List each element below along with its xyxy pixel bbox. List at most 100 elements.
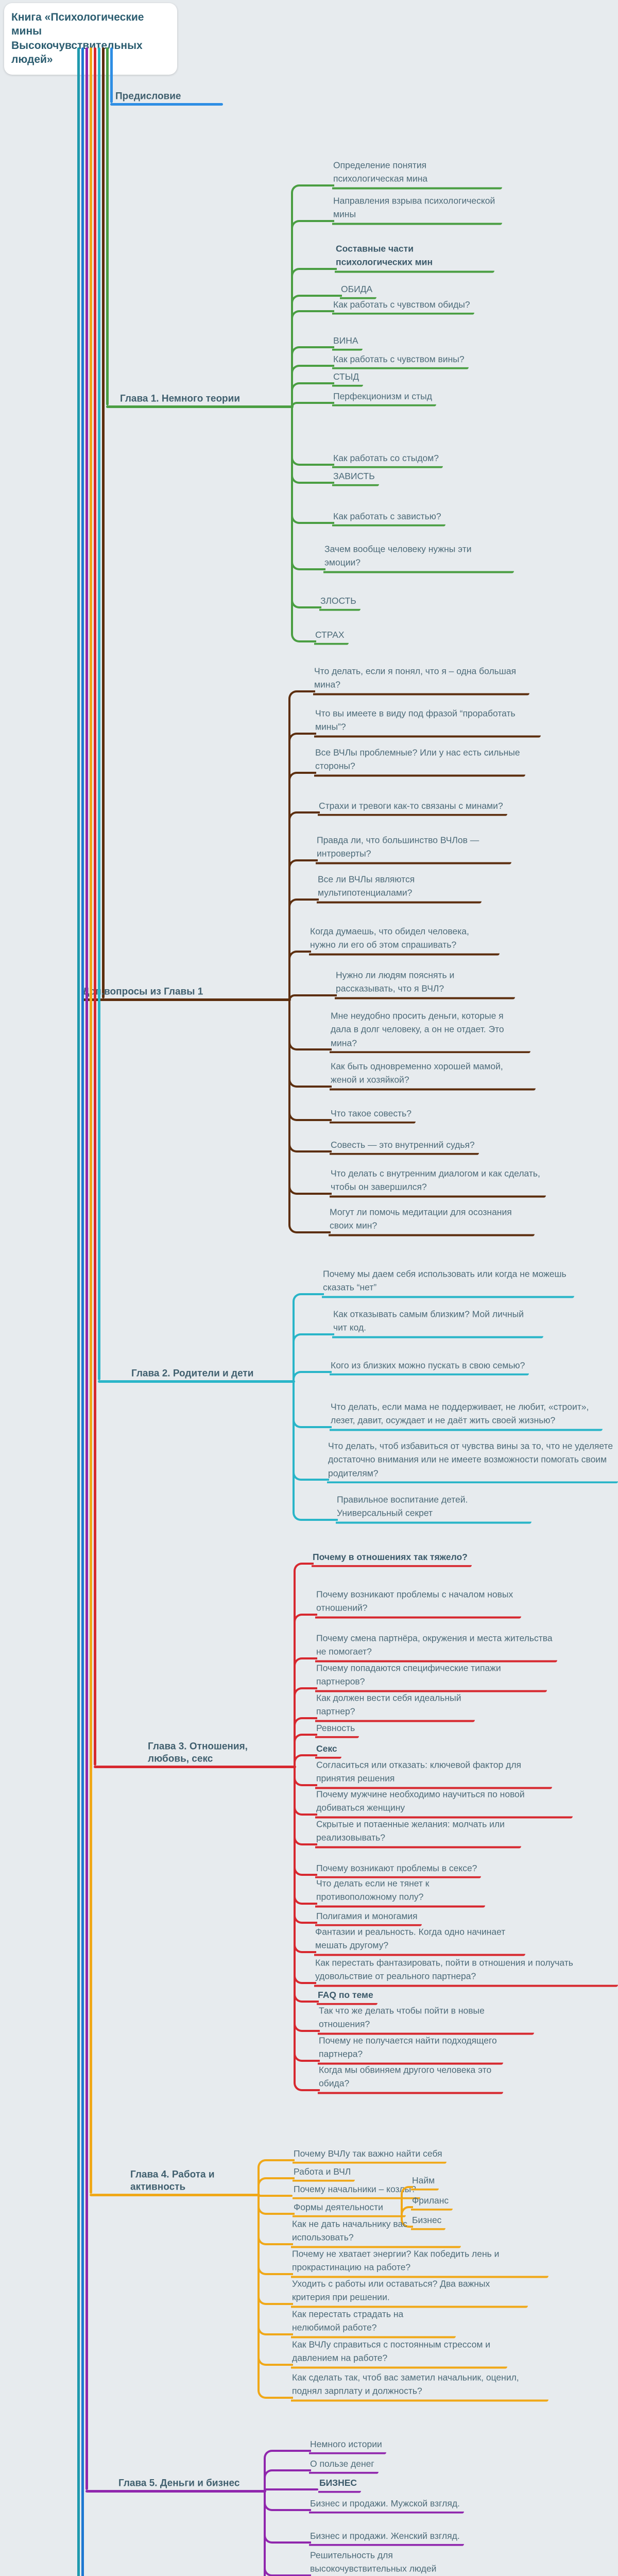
topic-node[interactable]: Что делать с внутренним диалогом и как с… [330,1167,546,1197]
topic-node[interactable]: Почему смена партнёра, окружения и места… [315,1632,557,1662]
topic-node[interactable]: Как перестать фантазировать, пойти в отн… [314,1956,618,1987]
topic-node[interactable]: Как отказывать самым близким? Мой личный… [332,1308,543,1338]
topic-node[interactable]: Как сделать так, чтоб вас заметил началь… [291,2371,548,2401]
topic-label: СТРАХ [314,628,349,645]
topic-node[interactable]: БИЗНЕС [318,2476,362,2493]
topic-node[interactable]: Почему попадаются специфические типажи п… [315,1662,547,1692]
topic-node[interactable]: Немного истории [309,2437,386,2454]
topic-node[interactable]: Согласиться или отказать: ключевой факто… [315,1758,552,1789]
branch-underline [106,405,294,408]
topic-label: Совесть — это внутренний судья? [330,1138,479,1155]
topic-node[interactable]: Совесть — это внутренний судья? [330,1138,479,1155]
branch-label[interactable]: Глава 4. Работа и активность [130,2169,215,2193]
topic-node[interactable]: Когда думаешь, что обидел человека, нужн… [309,925,500,955]
topic-node[interactable]: Как работать со стыдом? [332,451,443,468]
topic-node[interactable]: Бизнес и продажи. Мужской взгляд. [309,2497,464,2514]
topic-label: Бизнес и продажи. Женский взгляд. [309,2529,464,2546]
topic-node[interactable]: Что делать если не тянет к противоположн… [315,1877,485,1907]
topic-node[interactable]: Составные части психологических мин [335,242,494,273]
topic-node[interactable]: Направления взрыва психологической мины [332,194,502,225]
topic-node[interactable]: Почему в отношениях так тяжело? [312,1550,472,1567]
topic-label: Почему ВЧЛу так важно найти себя [293,2147,447,2164]
topic-label: Что вы имеете в виду под фразой “прорабо… [314,707,541,737]
subtopic-node[interactable]: Фриланс [411,2194,453,2211]
topic-node[interactable]: Почему возникают проблемы с началом новы… [315,1588,521,1618]
topic-node[interactable]: Почему ВЧЛу так важно найти себя [293,2147,447,2164]
topic-node[interactable]: Скрытые и потаенные желания: молчать или… [315,1818,521,1848]
topic-node[interactable]: Работа и ВЧЛ [293,2165,355,2182]
topic-node[interactable]: Мне неудобно просить деньги, которые я д… [330,1009,530,1053]
topic-node[interactable]: Зачем вообще человеку нужны эти эмоции? [323,543,514,573]
topic-node[interactable]: Что делать, если мама не поддерживает, н… [330,1400,603,1431]
trunk-line [94,47,96,1766]
topic-label: Почему не получается найти подходящего п… [318,2034,503,2064]
topic-node[interactable]: Нужно ли людям пояснять и рассказывать, … [335,969,515,999]
topic-node[interactable]: СТРАХ [314,628,349,645]
connector-line [258,2159,295,2196]
topic-label: Составные части психологических мин [335,242,494,273]
topic-node[interactable]: Так что же делать чтобы пойти в новые от… [318,2004,534,2035]
branch-label[interactable]: Глава 2. Родители и дети [131,1368,254,1379]
topic-node[interactable]: СТЫД [332,370,364,387]
topic-node[interactable]: Когда мы обвиняем другого человека это о… [318,2063,503,2094]
topic-node[interactable]: Бизнес и продажи. Женский взгляд. [309,2529,464,2546]
topic-node[interactable]: Уходить с работы или оставаться? Два важ… [291,2277,528,2308]
topic-label: Как работать с завистью? [332,510,445,527]
topic-node[interactable]: Как не дать начальнику вас использовать? [291,2217,461,2248]
topic-node[interactable]: Правильное воспитание детей. Универсальн… [336,1493,531,1523]
topic-node[interactable]: ОБИДА [340,282,377,299]
topic-node[interactable]: Как работать с чувством вины? [332,352,469,369]
topic-node[interactable]: Правда ли, что большинство ВЧЛов — интро… [316,834,511,864]
topic-label: ЗАВИСТЬ [332,469,379,486]
topic-node[interactable]: ЗАВИСТЬ [332,469,379,486]
connector-line [258,2177,295,2196]
topic-label: Почему мужчине необходимо научиться по н… [315,1788,573,1818]
topic-node[interactable]: Почему не хватает энергии? Как победить … [291,2247,548,2278]
topic-node[interactable]: Все ли ВЧЛы являются мультипотенциалами? [317,873,482,903]
branch-underline [110,103,223,106]
topic-node[interactable]: Что делать, чтоб избавиться от чувства в… [327,1439,618,1483]
topic-node[interactable]: Как работать с завистью? [332,510,445,527]
topic-node[interactable]: Кого из близких можно пускать в свою сем… [330,1359,529,1376]
topic-node[interactable]: Как ВЧЛу справиться с постоянным стрессо… [291,2338,507,2368]
subtopic-node[interactable]: Найм [411,2174,439,2191]
topic-node[interactable]: О пользе денег [309,2457,379,2474]
topic-node[interactable]: Определение понятия психологическая мина [332,159,502,189]
topic-node[interactable]: Как перестать страдать на нелюбимой рабо… [291,2308,456,2338]
topic-label: Определение понятия психологическая мина [332,159,502,189]
topic-node[interactable]: ЗЛОСТЬ [319,594,360,611]
topic-node[interactable]: Решительность для высокочувствительных л… [309,2549,489,2576]
topic-node[interactable]: Как должен вести себя идеальный партнер? [315,1691,475,1722]
topic-node[interactable]: Что делать, если я понял, что я – одна б… [313,665,529,695]
topic-node[interactable]: Все ВЧЛы проблемные? Или у нас есть силь… [314,746,525,776]
topic-node[interactable]: Почему мы даем себя использовать или ког… [322,1267,574,1298]
topic-node[interactable]: Полигамия и моногамия [315,1909,422,1926]
branch-label[interactable]: Глава 1. Немного теории [120,393,241,404]
topic-node[interactable]: Как работать с чувством обиды? [332,298,474,315]
topic-node[interactable]: Почему возникают проблемы в сексе? [315,1861,482,1878]
topic-node[interactable]: Формы деятельности [293,2200,406,2217]
topic-node[interactable]: Страхи и тревоги как-то связаны с минами… [318,799,507,816]
topic-node[interactable]: Перфекционизм и стыд [332,389,436,406]
topic-node[interactable]: Как быть одновременно хорошей мамой, жен… [330,1060,536,1090]
branch-label[interactable]: Глава 3. Отношения, любовь, секс [148,1741,248,1765]
topic-node[interactable]: FAQ по теме [317,1988,377,2005]
topic-node[interactable]: Что вы имеете в виду под фразой “прорабо… [314,707,541,737]
topic-node[interactable]: Секс [315,1742,341,1759]
topic-label: Перфекционизм и стыд [332,389,436,406]
branch-label[interactable]: Предисловие [115,91,181,102]
topic-node[interactable]: Могут ли помочь медитации для осознания … [329,1206,535,1236]
subtopic-node[interactable]: Бизнес [411,2213,446,2230]
topic-label: СТЫД [332,370,364,387]
topic-node[interactable]: Что такое совесть? [330,1107,416,1124]
topic-label: Что делать, если я понял, что я – одна б… [313,665,529,695]
topic-node[interactable]: Почему не получается найти подходящего п… [318,2034,503,2064]
topic-node[interactable]: Фантазии и реальность. Когда одно начина… [314,1925,525,1956]
branch-label[interactable]: Глава 5. Деньги и бизнес [118,2478,240,2489]
topic-node[interactable]: Ревность [315,1721,359,1738]
topic-label: Почему возникают проблемы с началом новы… [315,1588,521,1618]
topic-node[interactable]: ВИНА [332,334,363,351]
branch-label[interactable]: Доп.вопросы из Главы 1 [82,986,203,997]
topic-node[interactable]: Почему мужчине необходимо научиться по н… [315,1788,573,1818]
topic-node[interactable]: Почему начальники – козлы? [293,2182,420,2199]
